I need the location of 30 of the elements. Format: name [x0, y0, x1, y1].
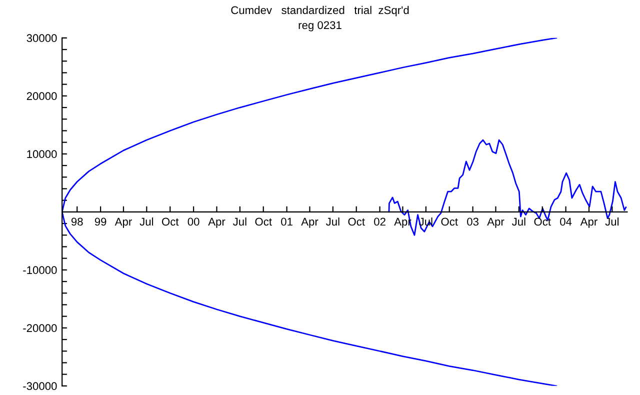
chart-title: Cumdev standardized trial zSqr'd — [231, 6, 409, 16]
y-tick-label: -10000 — [23, 266, 57, 274]
x-tick-label: Apr — [301, 218, 318, 228]
x-tick-label: 00 — [188, 218, 200, 226]
chart-subtitle: reg 0231 — [298, 21, 342, 32]
x-tick-label: Oct — [534, 218, 551, 226]
x-tick-label: 02 — [374, 218, 386, 226]
x-tick-label: 01 — [281, 218, 292, 226]
x-tick-label: Oct — [348, 218, 365, 226]
y-tick-label: 20000 — [26, 92, 57, 100]
y-tick-label: 10000 — [27, 150, 57, 158]
x-tick-label: Jul — [232, 217, 246, 226]
x-tick-label: 04 — [560, 218, 572, 226]
x-tick-label: Apr — [487, 218, 504, 228]
x-tick-label: Oct — [255, 218, 272, 226]
x-tick-label: Oct — [441, 218, 458, 226]
x-tick-label: Jul — [326, 217, 340, 226]
y-tick-label: 30000 — [26, 34, 57, 42]
x-tick-label: Apr — [580, 218, 598, 228]
y-tick-label: -30000 — [23, 382, 57, 390]
x-tick-label: 98 — [71, 218, 83, 226]
x-tick-label: 99 — [94, 218, 106, 226]
x-tick-label: Jul — [605, 217, 619, 226]
x-tick-label: 03 — [467, 218, 478, 226]
x-tick-label: Apr — [208, 218, 226, 228]
x-tick-label: Jul — [140, 217, 154, 226]
y-tick-label: -20000 — [23, 324, 57, 332]
x-tick-label: Oct — [162, 218, 179, 226]
x-tick-label: Jul — [512, 217, 526, 226]
x-tick-label: Apr — [114, 218, 132, 228]
